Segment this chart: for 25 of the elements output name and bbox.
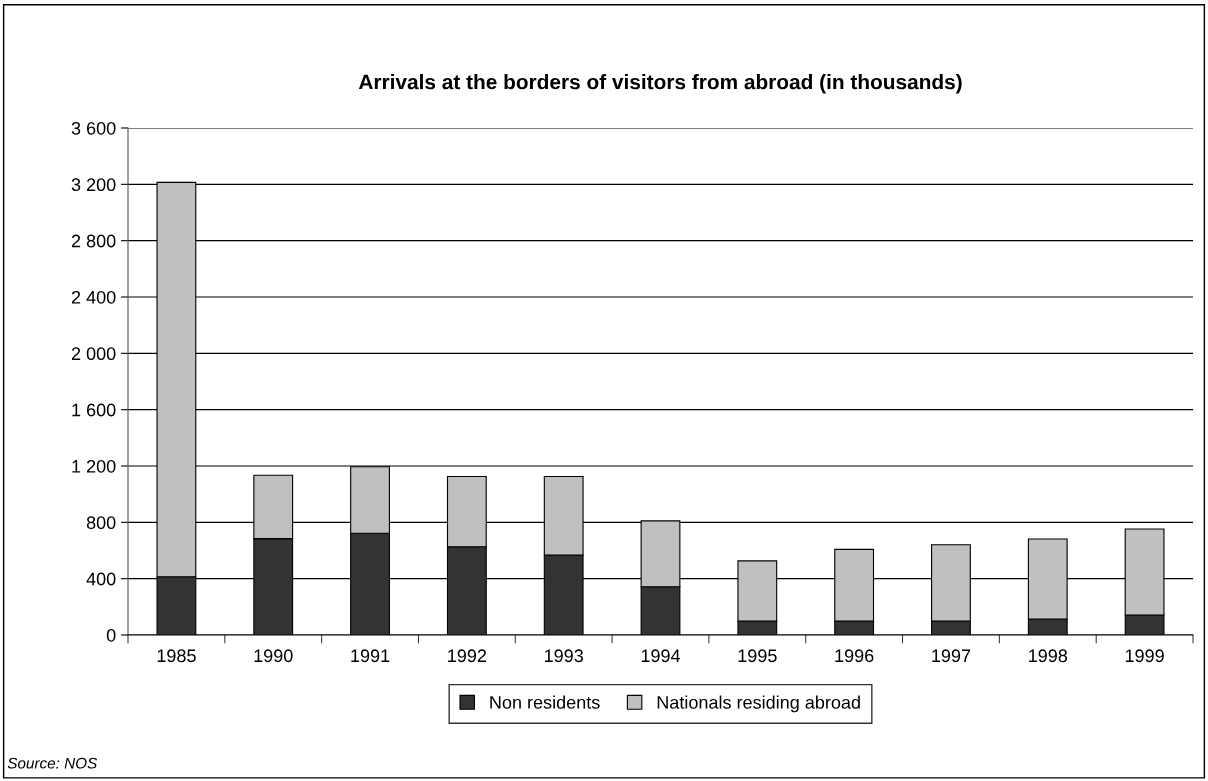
y-tick-label: 1 200 — [72, 459, 116, 473]
y-tick-label: 1 600 — [72, 403, 116, 417]
x-tick-label: 1997 — [932, 649, 971, 663]
y-tick-label: 2 000 — [71, 347, 116, 361]
x-tick-label: 1991 — [351, 649, 390, 663]
y-tick-label: 2 400 — [71, 290, 116, 304]
legend-label: Non residents — [490, 695, 600, 709]
source-note: Source: NOS — [7, 757, 98, 769]
x-tick-label: 1998 — [1029, 649, 1068, 663]
x-tick-label: 1990 — [254, 649, 293, 663]
x-tick-label: 1985 — [157, 649, 196, 663]
x-tick-label: 1993 — [544, 649, 583, 663]
y-tick-label: 3 600 — [71, 121, 116, 135]
chart-title: Arrivals at the borders of visitors from abroad (in thousands) — [358, 74, 962, 94]
x-tick-label: 1995 — [738, 649, 777, 663]
x-tick-label: 1994 — [641, 649, 681, 663]
y-tick-label: 3 200 — [71, 178, 116, 192]
x-tick-label: 1992 — [448, 649, 487, 663]
y-tick-label: 800 — [86, 516, 116, 530]
y-tick-label: 400 — [86, 572, 116, 586]
legend-label: Nationals residing abroad — [657, 695, 860, 713]
y-tick-label: 0 — [106, 628, 116, 642]
x-tick-label: 1996 — [835, 649, 874, 663]
x-tick-label: 1999 — [1125, 649, 1164, 663]
y-tick-label: 2 800 — [71, 234, 116, 248]
